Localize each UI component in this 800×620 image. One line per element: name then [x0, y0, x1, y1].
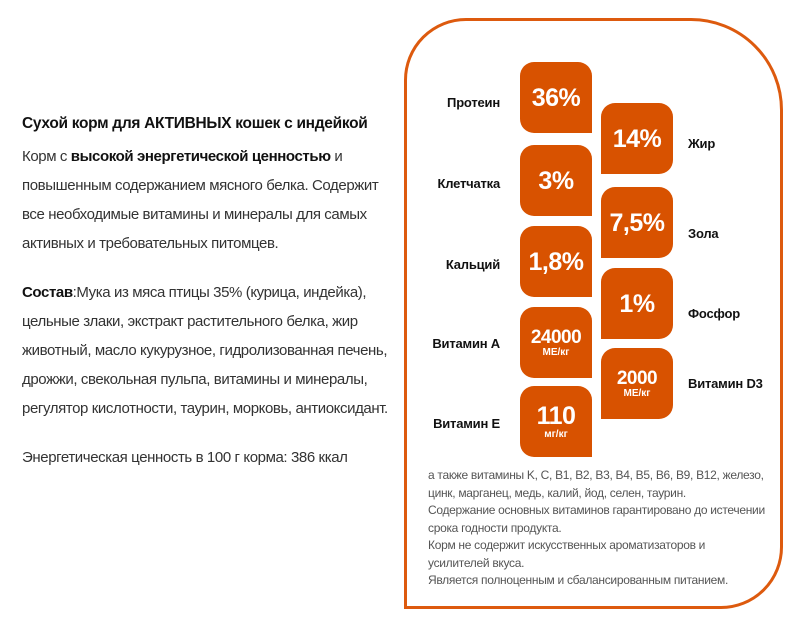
badge-vitamin-a: 24000 МЕ/кг [520, 307, 592, 378]
desc-rest: и повышенным содержанием мясного белка. … [22, 148, 379, 252]
label-vitamin-a: Витамин А [432, 336, 500, 351]
label-calcium: Кальций [445, 257, 500, 272]
badge-vitamin-e: 110 мг/кг [520, 386, 592, 457]
label-vitamin-d3: Витамин D3 [688, 376, 763, 391]
badge-unit: мг/кг [544, 429, 568, 440]
nutrient-frame [404, 18, 783, 609]
note-guarantee: Содержание основных витаминов гарантиров… [428, 503, 765, 535]
badge-unit: МЕ/кг [542, 346, 570, 358]
badge-unit: МЕ/кг [623, 387, 651, 399]
nutrient-notes: а также витамины K, C, B1, B2, B3, B4, B… [428, 467, 768, 590]
desc-bold: высокой энергетической ценностью [70, 148, 331, 165]
badge-value: 14% [612, 124, 662, 153]
note-no-additives: Корм не содержит искусственных ароматиза… [428, 538, 706, 570]
badge-ash: 7,5% [601, 187, 673, 258]
energy-value: Энергетическая ценность в 100 г корма: 3… [22, 449, 348, 466]
label-vitamin-e: Витамин Е [433, 416, 500, 431]
desc-prefix: Корм с [22, 148, 71, 165]
note-vitamins: а также витамины K, C, B1, B2, B3, B4, B… [428, 468, 764, 500]
badge-vitamin-d3: 2000 МЕ/кг [601, 348, 673, 419]
label-protein: Протеин [447, 95, 500, 110]
label-fiber: Клетчатка [437, 176, 500, 191]
badge-value: 1,8% [528, 247, 584, 276]
badge-value: 3% [538, 166, 574, 195]
label-fat: Жир [688, 136, 716, 151]
badge-value: 110 [536, 402, 576, 430]
badge-fat: 14% [601, 103, 673, 174]
product-desc: Корм с высокой энергетической ценностью … [22, 142, 392, 258]
badge-fiber: 3% [520, 145, 592, 216]
badge-protein: 36% [520, 62, 592, 133]
badge-value: 36% [531, 83, 581, 112]
badge-value: 7,5% [609, 208, 665, 237]
composition: Состав:Мука из мяса птицы 35% (курица, и… [22, 278, 392, 423]
composition-text: :Мука из мяса птицы 35% (курица, индейка… [22, 284, 388, 417]
label-ash: Зола [688, 226, 719, 241]
product-description: Сухой корм для АКТИВНЫХ кошек с индейкой… [22, 110, 392, 472]
badge-value: 1% [619, 289, 655, 318]
product-title: Сухой корм для АКТИВНЫХ кошек с индейкой [22, 115, 368, 132]
badge-value: 24000 [530, 326, 582, 348]
badge-value: 2000 [616, 367, 658, 389]
note-complete: Является полноценным и сбалансированным … [428, 573, 728, 587]
label-phosphorus: Фосфор [688, 306, 740, 321]
badge-phosphorus: 1% [601, 268, 673, 339]
composition-label: Состав [22, 284, 73, 301]
badge-calcium: 1,8% [520, 226, 592, 297]
